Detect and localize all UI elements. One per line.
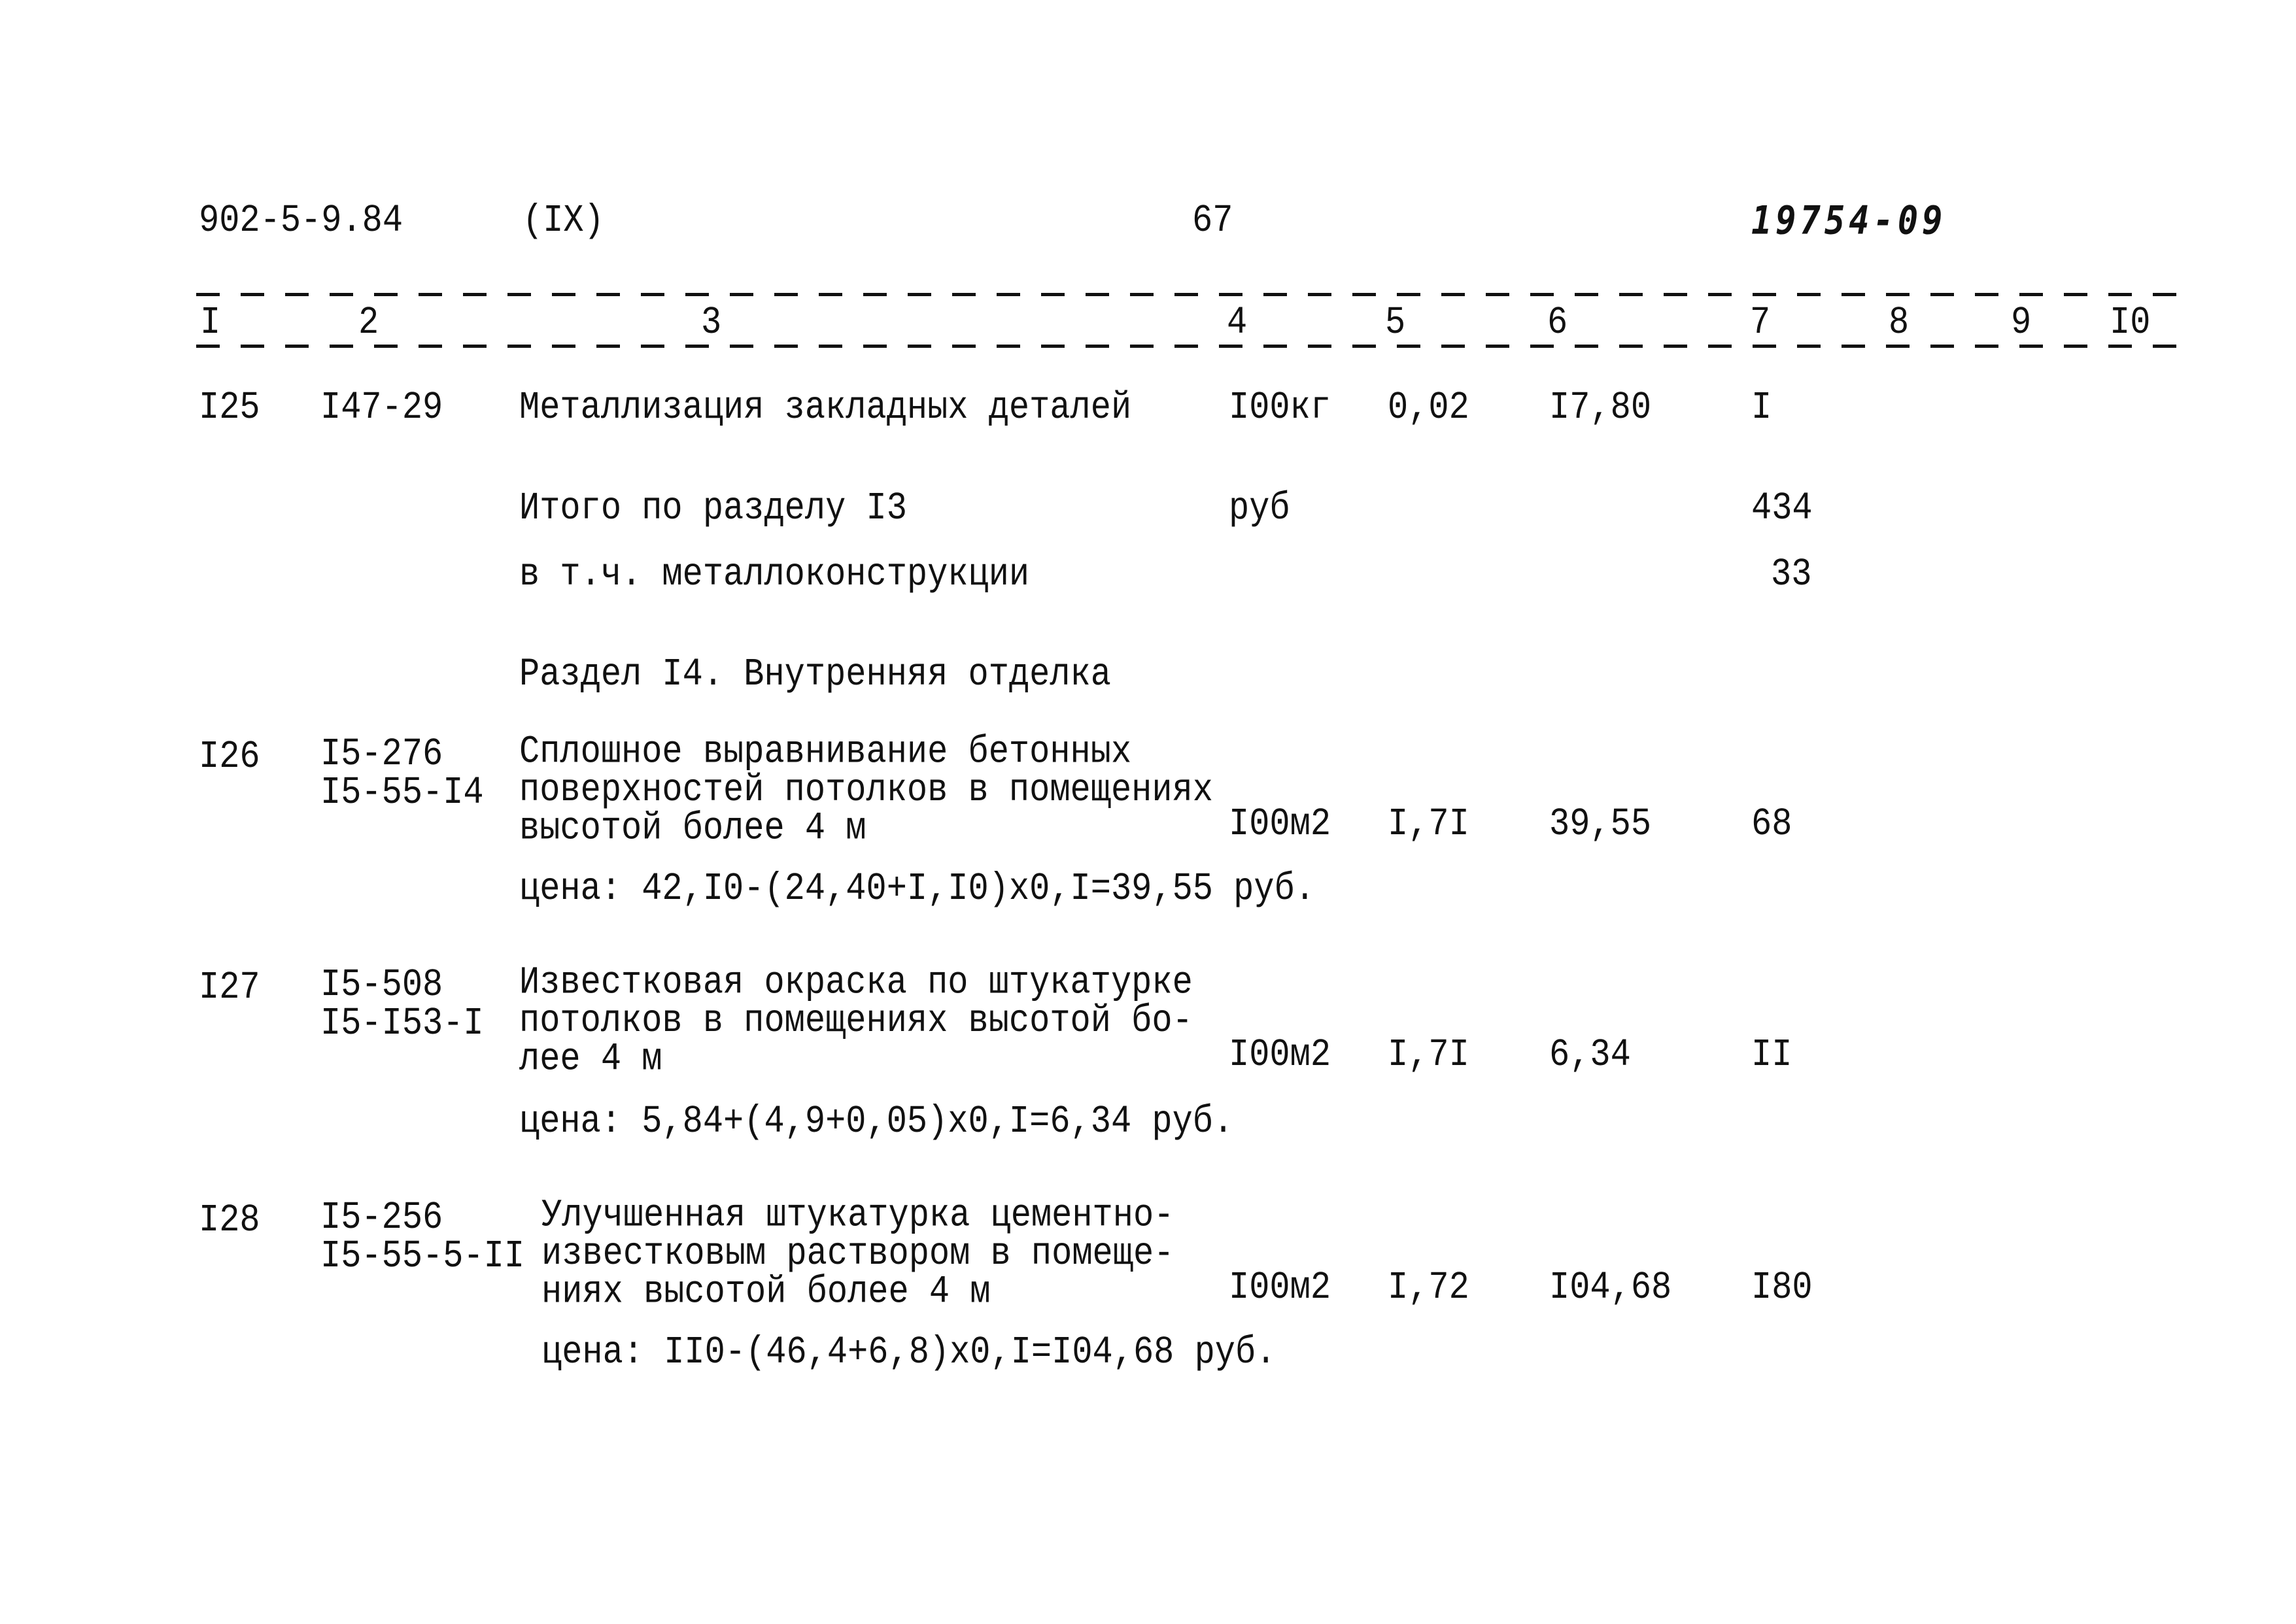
price-note: цена: 42,I0-(24,40+I,I0)х0,I=39,55 руб.	[519, 866, 1315, 911]
col-10: I0	[2110, 300, 2151, 345]
unit: I00м2	[1229, 1032, 1331, 1077]
row-number: I26	[199, 734, 260, 779]
total-cost: 68	[1751, 802, 1792, 847]
quantity: 0,02	[1388, 385, 1469, 430]
desc-line: лее 4 м	[519, 1037, 662, 1082]
section-total-value: 434	[1751, 486, 1813, 531]
row-number: I27	[199, 965, 260, 1010]
col-4: 4	[1227, 300, 1248, 345]
work-description: Известковая окраска по штукатурке потолко…	[519, 963, 1193, 1082]
col-2: 2	[358, 300, 379, 345]
unit: I00м2	[1229, 1265, 1331, 1310]
divider-top	[196, 293, 2197, 296]
rate-code-line: I5-I53-I	[320, 1001, 484, 1046]
work-description: Сплошное выравнивание бетонных поверхност…	[519, 729, 1213, 851]
unit: I00кг	[1229, 385, 1331, 430]
row-number: I25	[199, 385, 260, 430]
quantity: I,7I	[1388, 1032, 1469, 1077]
rate-code-line: I5-55-I4	[320, 770, 484, 815]
rate-code: I5-276 I5-55-I4	[320, 732, 484, 812]
page-number: 67	[1192, 198, 1233, 243]
rate-code-line: I5-55-5-II	[320, 1234, 525, 1279]
quantity: I,7I	[1388, 802, 1469, 847]
unit: I00м2	[1229, 802, 1331, 847]
col-1: I	[200, 300, 221, 345]
desc-line: высотой более 4 м	[519, 806, 866, 851]
row-number: I28	[199, 1198, 260, 1243]
rate-code: I47-29	[320, 385, 443, 430]
metal-value: 33	[1771, 552, 1812, 597]
col-7: 7	[1750, 300, 1771, 345]
col-3: 3	[701, 300, 722, 345]
section-total-label: Итого по разделу I3	[519, 486, 907, 531]
volume-label: (IX)	[523, 198, 604, 243]
work-description: Улучшенная штукатурка цементно-известков…	[541, 1196, 1174, 1311]
unit-price: 39,55	[1549, 802, 1652, 847]
quantity: I,72	[1388, 1265, 1469, 1310]
price-note: цена: II0-(46,4+6,8)х0,I=I04,68 руб.	[541, 1330, 1277, 1375]
rate-code-line: I5-508	[320, 962, 443, 1007]
desc-line: ниях высотой более 4 м	[541, 1270, 991, 1315]
work-description: Металлизация закладных деталей	[519, 385, 1132, 430]
desc-line: Улучшенная штукатурка цементно-	[541, 1193, 1174, 1238]
price-note: цена: 5,84+(4,9+0,05)х0,I=6,34 руб.	[519, 1099, 1234, 1144]
total-cost: II	[1751, 1032, 1792, 1077]
desc-line: поверхностей потолков в помещениях	[519, 768, 1213, 813]
metal-label: в т.ч. металлоконструкции	[519, 552, 1030, 597]
inventory-number: 19754-09	[1751, 198, 1947, 244]
total-cost: I	[1751, 385, 1772, 430]
total-cost: I80	[1751, 1265, 1813, 1310]
rate-code: I5-508 I5-I53-I	[320, 962, 484, 1046]
rate-code-line: I5-256	[320, 1195, 443, 1240]
desc-line: известковым раствором в помеще-	[541, 1231, 1174, 1276]
col-5: 5	[1385, 300, 1406, 345]
doc-code: 902-5-9.84	[199, 198, 403, 243]
section-total-unit: руб	[1229, 486, 1290, 531]
unit-price: I7,80	[1549, 385, 1652, 430]
col-8: 8	[1889, 300, 1910, 345]
desc-line: Известковая окраска по штукатурке	[519, 960, 1193, 1005]
col-9: 9	[2011, 300, 2032, 345]
rate-code: I5-256 I5-55-5-II	[320, 1195, 525, 1279]
desc-line: потолков в помещениях высотой бо-	[519, 998, 1193, 1043]
rate-code-line: I5-276	[320, 732, 443, 777]
unit-price: 6,34	[1549, 1032, 1631, 1077]
desc-line: Сплошное выравнивание бетонных	[519, 729, 1132, 774]
col-6: 6	[1547, 300, 1568, 345]
section-title: Раздел I4. Внутренняя отделка	[519, 652, 1111, 697]
divider-bottom	[196, 345, 2197, 348]
unit-price: I04,68	[1549, 1265, 1672, 1310]
